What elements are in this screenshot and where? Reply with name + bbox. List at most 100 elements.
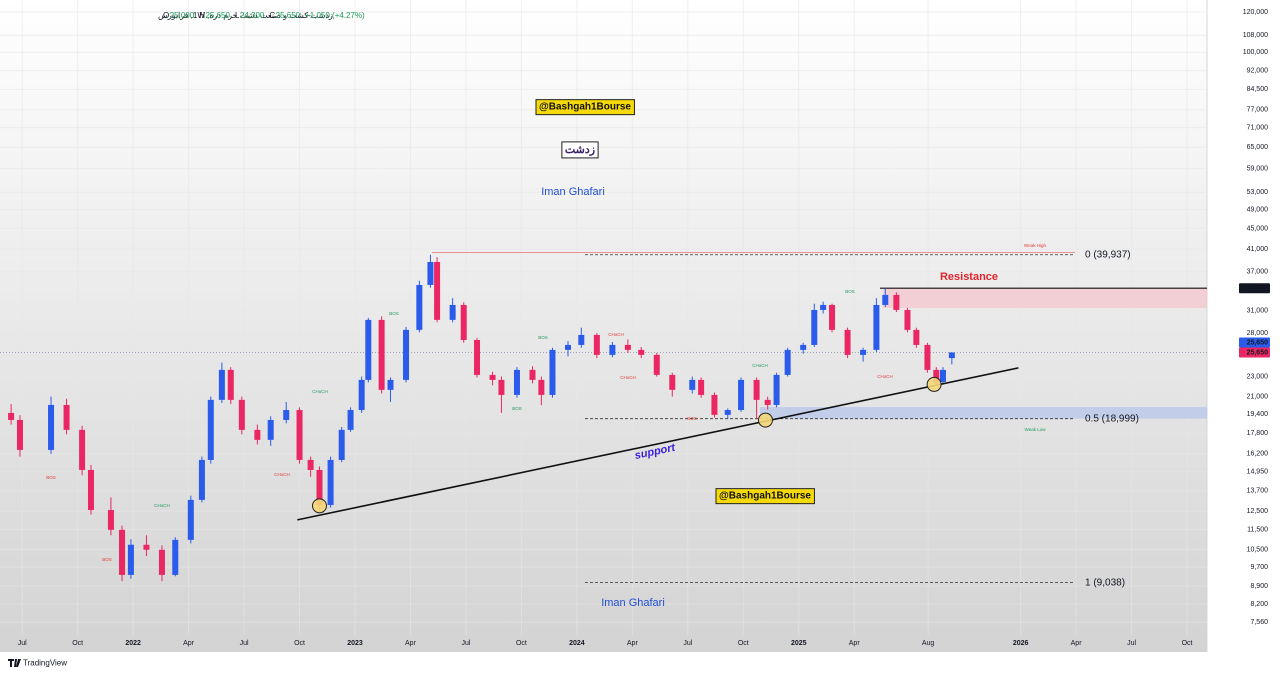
candle-body bbox=[198, 459, 205, 500]
candle-body bbox=[143, 544, 150, 550]
ohlc-key: O bbox=[163, 11, 169, 20]
candle-body bbox=[296, 410, 303, 460]
y-tick-label: 65,000 bbox=[1247, 144, 1269, 151]
candle-body bbox=[474, 339, 481, 375]
price-marker-label: 25,650 bbox=[1247, 339, 1269, 346]
zones-layer bbox=[0, 252, 1207, 584]
structure-label: CHoCH bbox=[620, 375, 636, 380]
candle-body bbox=[127, 544, 134, 575]
structure-label: CHoCH bbox=[154, 503, 170, 508]
y-tick-label: 9,700 bbox=[1250, 564, 1268, 571]
resistance-label: Resistance bbox=[940, 271, 998, 283]
overlay-layer: CHoCH BOS BOS CHoCH CHoCH BOS BOS BOS CH… bbox=[46, 99, 1139, 609]
y-tick-label: 31,000 bbox=[1247, 307, 1269, 314]
structure-label: Weak High bbox=[1024, 243, 1046, 248]
structure-label: Weak Low bbox=[1025, 427, 1047, 432]
candle-body bbox=[860, 349, 867, 355]
structure-label: CHoCH bbox=[274, 472, 290, 477]
y-tick-label: 59,000 bbox=[1247, 165, 1269, 172]
y-tick-label: 8,900 bbox=[1250, 583, 1268, 590]
structure-label: CHoCH bbox=[877, 374, 893, 379]
touch-point bbox=[926, 376, 942, 392]
candle-body bbox=[811, 309, 818, 345]
candle-body bbox=[513, 369, 520, 395]
x-tick-label: Jul bbox=[1127, 640, 1136, 647]
candle-body bbox=[79, 429, 86, 470]
ohlc-value: 25,650 bbox=[276, 11, 301, 20]
price-zone bbox=[883, 288, 1207, 308]
structure-label: BOS bbox=[845, 289, 855, 294]
candle-body bbox=[449, 304, 456, 320]
structure-label: CHoCH bbox=[608, 332, 624, 337]
candle-body bbox=[578, 334, 585, 345]
x-tick-label: Apr bbox=[405, 640, 417, 647]
touch-point bbox=[757, 412, 773, 428]
candle-body bbox=[538, 379, 545, 395]
candle-body bbox=[365, 319, 372, 380]
candle-body bbox=[316, 469, 323, 505]
y-tick-label: 53,000 bbox=[1247, 189, 1269, 196]
candle-body bbox=[784, 349, 791, 375]
candle-body bbox=[738, 379, 745, 411]
ohlc-change: +1,050 (+4.27%) bbox=[305, 11, 365, 20]
structure-label: CHoCH bbox=[312, 389, 328, 394]
grid-layer bbox=[0, 0, 1207, 635]
candle-body bbox=[48, 404, 55, 450]
y-tick-label: 11,500 bbox=[1247, 526, 1268, 533]
y-tick-label: 92,000 bbox=[1247, 67, 1269, 74]
candle-body bbox=[119, 529, 126, 575]
candle-body bbox=[753, 379, 760, 400]
y-tick-label: 41,000 bbox=[1247, 246, 1269, 253]
candle-body bbox=[460, 304, 467, 340]
candle-body bbox=[820, 304, 827, 310]
candle-body bbox=[416, 284, 423, 330]
candle-body bbox=[434, 261, 441, 320]
annotation-box bbox=[561, 141, 599, 159]
x-tick-label: Apr bbox=[849, 640, 861, 647]
price-marker-label: 34,322 bbox=[1247, 285, 1269, 292]
plot-background bbox=[0, 0, 1207, 652]
annotation-box bbox=[715, 488, 815, 505]
candle-body bbox=[87, 469, 94, 511]
y-tick-label: 23,000 bbox=[1247, 373, 1269, 380]
candle-body bbox=[327, 459, 334, 505]
candle-body bbox=[8, 412, 15, 420]
x-tick-label: 2026 bbox=[1013, 640, 1029, 647]
candle-body bbox=[939, 369, 946, 382]
y-tick-label: 13,700 bbox=[1247, 488, 1269, 495]
candle-body bbox=[549, 349, 556, 395]
structure-label: BOS bbox=[389, 311, 399, 316]
candle-body bbox=[238, 399, 245, 430]
candle-body bbox=[624, 344, 631, 350]
price-zone bbox=[760, 407, 1207, 419]
candle-body bbox=[403, 329, 410, 380]
axis-layer: 120,000 108,000 100,000 92,000 84,500 77,000 7… bbox=[18, 9, 1270, 647]
candle-body bbox=[565, 344, 571, 350]
x-tick-label: Apr bbox=[627, 640, 639, 647]
author-text: Iman Ghafari bbox=[541, 186, 605, 198]
tradingview-logo bbox=[8, 659, 21, 667]
candle-body bbox=[338, 429, 345, 460]
x-tick-label: Apr bbox=[1071, 640, 1083, 647]
price-marker bbox=[1239, 283, 1270, 294]
x-tick-label: Oct bbox=[738, 640, 749, 647]
structure-label: BOS bbox=[46, 475, 56, 480]
candle-body bbox=[187, 499, 194, 540]
x-tick-label: 2024 bbox=[569, 640, 585, 647]
candle-body bbox=[529, 369, 536, 380]
ohlc-legend: O 25,000 H 25,650 L 24,300 C 25,650 +1,050 (+4.2… bbox=[163, 11, 365, 20]
candle-body bbox=[829, 304, 836, 330]
candle-body bbox=[158, 549, 165, 575]
y-tick-label: 12,500 bbox=[1247, 508, 1269, 515]
y-tick-label: 49,000 bbox=[1247, 206, 1269, 213]
candle-body bbox=[882, 294, 889, 305]
candle-body bbox=[218, 369, 225, 400]
x-tick-label: Aug bbox=[922, 640, 935, 647]
candle-body bbox=[764, 399, 771, 405]
candle-body bbox=[773, 374, 780, 405]
x-tick-label: Oct bbox=[72, 640, 83, 647]
price-marker bbox=[1239, 347, 1270, 358]
ohlc-key: H bbox=[199, 11, 205, 20]
symbol-box: زدشت bbox=[565, 144, 595, 156]
